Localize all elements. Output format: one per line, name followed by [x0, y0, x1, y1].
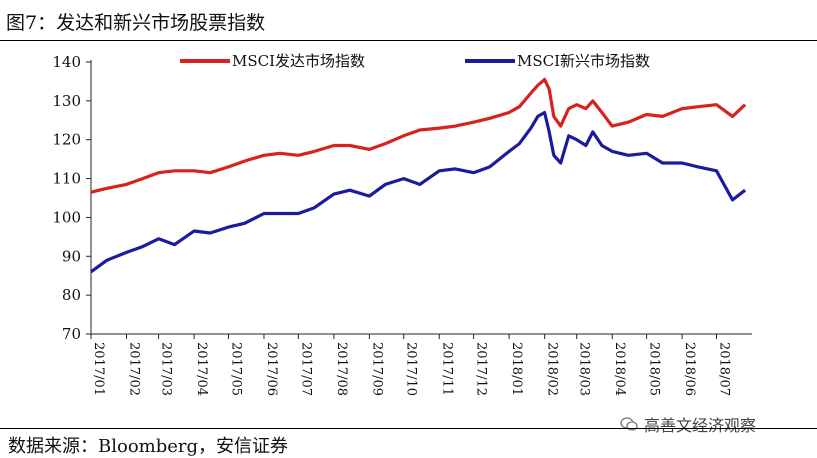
chart-axes: 70 80 90 100 110 120 130 140 2017/01 2017/02 2017/…	[52, 53, 752, 396]
y-tick-label: 120	[52, 131, 81, 149]
x-tick-label: 2018/05	[647, 342, 662, 396]
y-tick-label: 80	[62, 286, 81, 304]
x-tick-label: 2018/07	[716, 342, 731, 396]
wechat-icon	[620, 417, 638, 431]
y-tick-label: 110	[52, 170, 81, 188]
x-tick-label: 2017/01	[91, 342, 106, 396]
watermark: 高善文经济观察	[620, 412, 756, 436]
x-tick-label: 2017/09	[369, 342, 384, 396]
x-tick-label: 2018/03	[577, 342, 592, 396]
x-tick-label: 2017/03	[159, 342, 174, 396]
y-tick-label: 90	[62, 247, 81, 265]
x-tick-label: 2017/07	[298, 342, 313, 396]
x-tick-label: 2017/02	[127, 342, 142, 396]
series-layer	[90, 77, 747, 274]
source-note: 数据来源：Bloomberg，安信证券	[8, 436, 289, 457]
x-tick-label: 2017/04	[194, 342, 209, 396]
x-tick-label: 2017/08	[334, 342, 349, 396]
x-tick-label: 2017/12	[474, 342, 489, 396]
y-tick-label: 140	[52, 53, 81, 71]
x-tick-label: 2017/06	[264, 342, 279, 396]
series-line-developed	[90, 77, 747, 194]
x-tick-label: 2018/06	[682, 342, 697, 396]
x-tick-label: 2018/02	[545, 342, 560, 396]
x-tick-label: 2017/10	[404, 342, 419, 396]
y-tick-label: 70	[62, 325, 81, 343]
y-tick-label: 130	[52, 92, 81, 110]
x-tick-label: 2018/01	[509, 342, 524, 396]
x-tick-label: 2018/04	[612, 342, 627, 396]
series-line-emerging	[90, 110, 747, 274]
watermark-text: 高善文经济观察	[644, 416, 757, 435]
chart-legend: MSCI发达市场指数 MSCI新兴市场指数	[180, 52, 650, 70]
bottom-rule	[0, 428, 817, 429]
x-tick-label: 2017/05	[228, 342, 243, 396]
legend-label: MSCI发达市场指数	[232, 52, 365, 70]
legend-label: MSCI新兴市场指数	[517, 52, 650, 70]
top-rule	[0, 40, 817, 41]
x-tick-label: 2017/11	[439, 342, 454, 396]
y-tick-label: 100	[52, 208, 81, 226]
figure-title: 图7：发达和新兴市场股票指数	[6, 12, 266, 34]
